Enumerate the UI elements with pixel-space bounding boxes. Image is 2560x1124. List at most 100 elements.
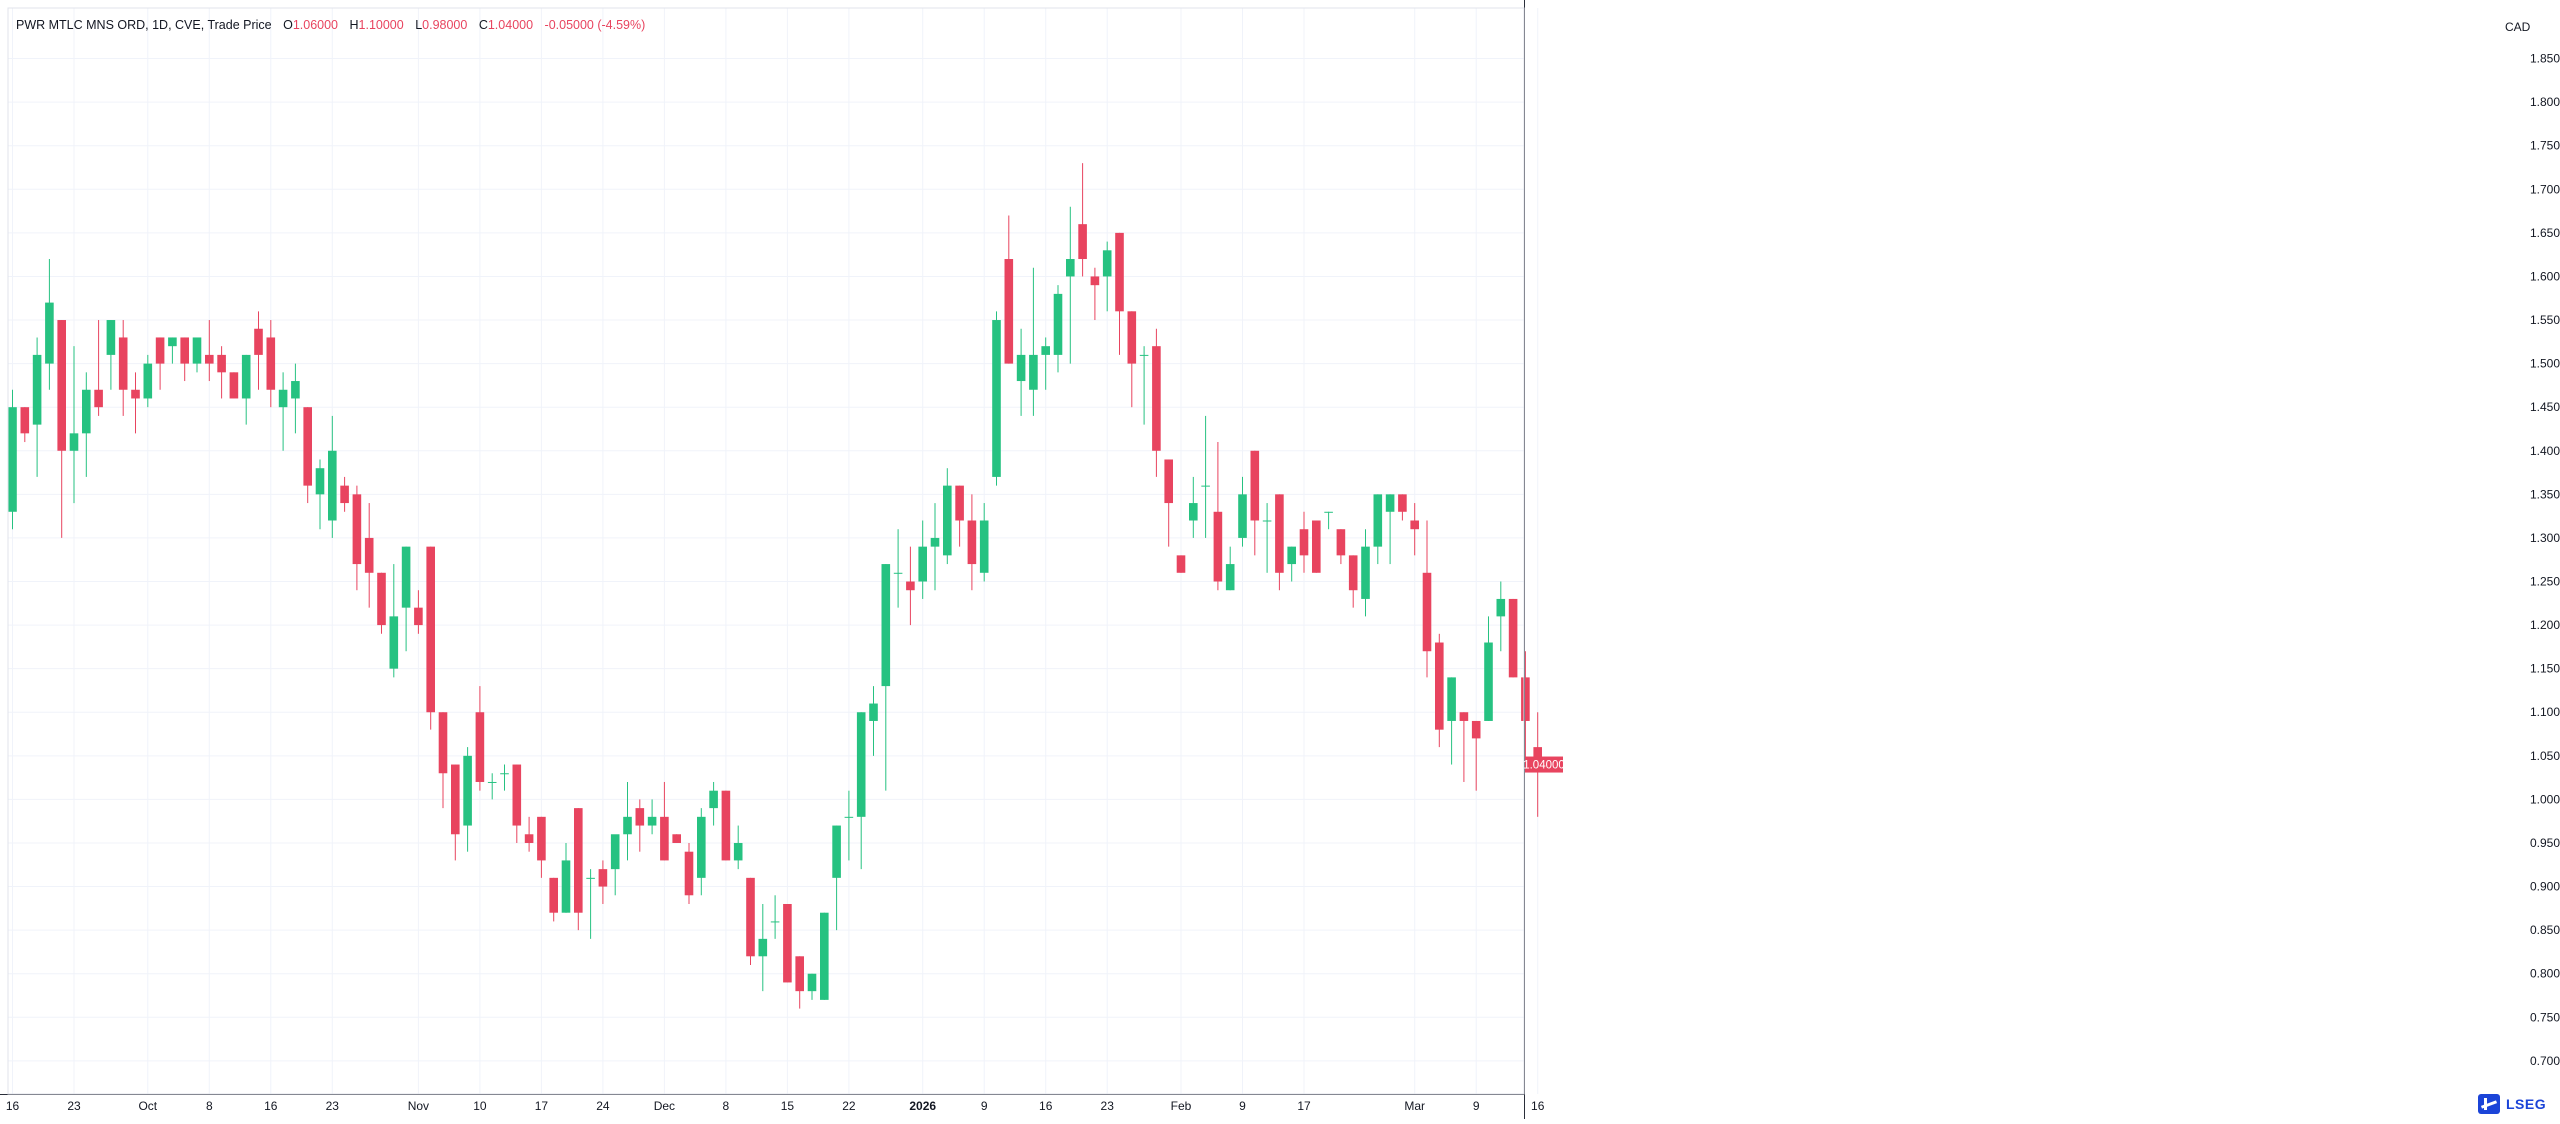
x-tick-label: Feb <box>1171 1099 1192 1113</box>
candle-body <box>291 381 300 399</box>
candle <box>1029 267 1038 416</box>
currency-label[interactable]: CAD <box>2505 20 2531 34</box>
candle <box>1361 529 1370 617</box>
candle-body <box>869 703 878 721</box>
candle <box>979 503 989 582</box>
high-value: 1.10000 <box>358 18 404 32</box>
candle <box>205 320 214 382</box>
last-price-label: 1.04000 <box>1523 760 1565 772</box>
candle <box>610 834 620 896</box>
candle-body <box>856 712 866 817</box>
candle <box>955 485 964 547</box>
candle <box>315 459 325 530</box>
x-tick-label: 24 <box>596 1099 610 1113</box>
candle <box>254 311 263 390</box>
candle-body <box>672 834 681 843</box>
candle <box>1447 677 1456 765</box>
candle <box>1066 206 1075 364</box>
candle <box>1115 232 1124 355</box>
candle-body <box>1398 494 1407 512</box>
candle <box>475 686 485 791</box>
candle <box>561 842 571 913</box>
candle-body <box>1189 503 1198 521</box>
candle <box>709 781 718 826</box>
candle <box>1459 712 1469 782</box>
candle <box>869 686 878 756</box>
candle <box>647 799 657 835</box>
x-tick-label: 16 <box>264 1099 278 1113</box>
lseg-logo[interactable]: LSEG <box>2478 1093 2546 1115</box>
candle-body <box>844 816 854 818</box>
candle-body <box>377 572 386 626</box>
candle-body <box>1250 450 1260 521</box>
y-tick-label: 0.75000 <box>2530 1010 2560 1024</box>
candle <box>524 816 534 852</box>
x-tick-label: 22 <box>842 1099 856 1113</box>
candle-body <box>57 320 66 451</box>
candle-body <box>1041 346 1050 355</box>
candle-body <box>45 302 54 364</box>
candle <box>721 790 731 861</box>
candle-body <box>943 485 952 556</box>
candle-body <box>426 546 435 713</box>
candle <box>180 337 189 382</box>
candle-body <box>32 354 42 425</box>
grid-lines <box>8 8 1539 1094</box>
candle <box>1213 442 1223 591</box>
candle-body <box>364 537 374 573</box>
y-tick-label: 0.95000 <box>2530 836 2560 850</box>
candles <box>8 163 1542 1009</box>
candle-body <box>1348 555 1358 591</box>
candle-body <box>1262 520 1272 522</box>
candle-body <box>1176 555 1186 573</box>
x-tick-label: 23 <box>1101 1099 1115 1113</box>
candle <box>328 415 337 538</box>
candle <box>389 564 399 678</box>
candle <box>512 764 522 843</box>
candle <box>1398 494 1407 521</box>
low-key: L <box>415 18 423 32</box>
y-tick-label: 1.60000 <box>2530 269 2560 283</box>
candle-body <box>229 372 239 399</box>
candle-body <box>143 363 153 399</box>
candle-body <box>1521 677 1530 721</box>
candle-body <box>709 790 718 809</box>
candle-body <box>1004 259 1014 364</box>
candle <box>893 529 903 608</box>
candle <box>992 311 1001 486</box>
candle-body <box>155 337 165 364</box>
price-axis[interactable]: 0.70000 0.75000 0.80000 0.85000 0.90000 0.950… <box>2530 52 2560 1068</box>
candle <box>844 790 854 861</box>
y-tick-label: 1.65000 <box>2530 226 2560 240</box>
y-tick-label: 0.70000 <box>2530 1054 2560 1068</box>
candle-body <box>414 607 423 626</box>
candle <box>131 372 140 434</box>
candle <box>1201 415 1210 538</box>
candle-body <box>758 938 768 957</box>
candle-body <box>1016 354 1026 382</box>
candle <box>94 320 103 416</box>
lseg-logo-icon <box>2478 1094 2500 1114</box>
candle <box>1041 337 1050 390</box>
time-axis[interactable]: 16 23 Oct 8 16 23 Nov 10 17 24 Dec 8 15 22 2026 9 16 23 Fe… <box>6 1099 1545 1113</box>
candle <box>697 808 706 896</box>
candle <box>8 389 17 530</box>
candle-body <box>1127 311 1137 364</box>
candle-body <box>955 485 964 521</box>
open-value: 1.06000 <box>292 18 339 32</box>
candle <box>241 354 251 425</box>
candle-body <box>623 816 632 835</box>
candle-body <box>1053 293 1063 355</box>
candle-body <box>930 537 940 547</box>
x-tick-label: 9 <box>981 1099 988 1113</box>
candle-body <box>881 564 891 687</box>
y-tick-label: 1.00000 <box>2530 792 2560 806</box>
candle-body <box>574 808 583 913</box>
candle <box>1471 720 1481 791</box>
x-tick-label: 8 <box>723 1099 730 1113</box>
candle-body <box>118 337 128 390</box>
candle <box>266 320 276 408</box>
candle-body <box>106 320 116 355</box>
